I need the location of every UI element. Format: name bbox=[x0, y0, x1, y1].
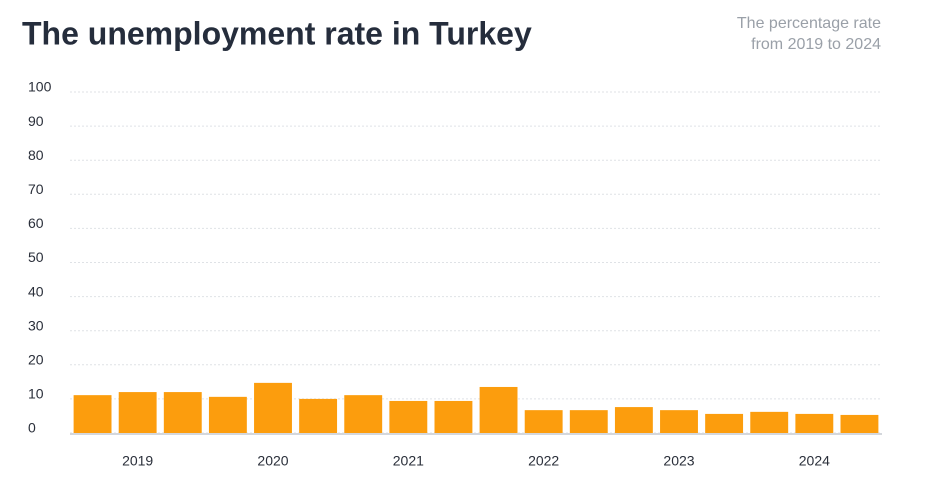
bar bbox=[434, 400, 473, 433]
bar bbox=[163, 392, 202, 433]
y-tick-label: 10 bbox=[28, 386, 44, 402]
bar bbox=[614, 407, 653, 433]
y-tick-label: 40 bbox=[28, 283, 44, 299]
bar bbox=[750, 411, 789, 433]
bar bbox=[73, 395, 112, 433]
y-tick-label: 20 bbox=[28, 352, 44, 368]
x-tick-label: 2024 bbox=[799, 453, 830, 469]
chart-subtitle: from 2019 to 2024 bbox=[751, 36, 881, 53]
y-tick-label: 80 bbox=[28, 147, 44, 163]
bar bbox=[254, 382, 292, 433]
x-tick-label: 2020 bbox=[257, 453, 288, 469]
bar bbox=[118, 392, 157, 433]
y-tick-label: 30 bbox=[28, 317, 44, 333]
chart-title: The unemployment rate in Turkey bbox=[22, 15, 532, 51]
bar bbox=[660, 410, 698, 433]
y-tick-label: 90 bbox=[28, 113, 44, 129]
bar bbox=[569, 410, 608, 433]
bar bbox=[299, 398, 338, 433]
x-tick-label: 2023 bbox=[663, 453, 694, 469]
y-tick-label: 0 bbox=[28, 420, 36, 436]
bar bbox=[840, 414, 879, 433]
y-tick-label: 100 bbox=[28, 79, 52, 95]
bar bbox=[524, 410, 563, 433]
x-tick-label: 2022 bbox=[528, 453, 559, 469]
y-tick-label: 50 bbox=[28, 249, 44, 265]
chart-subtitle: The percentage rate bbox=[737, 15, 881, 32]
bar bbox=[344, 395, 383, 433]
y-tick-label: 60 bbox=[28, 215, 44, 231]
x-tick-label: 2019 bbox=[122, 453, 153, 469]
bar bbox=[208, 396, 247, 433]
bar bbox=[705, 413, 744, 433]
y-tick-label: 70 bbox=[28, 181, 44, 197]
bar bbox=[389, 400, 428, 433]
x-tick-label: 2021 bbox=[393, 453, 424, 469]
bar bbox=[795, 413, 834, 433]
bar bbox=[479, 386, 518, 433]
